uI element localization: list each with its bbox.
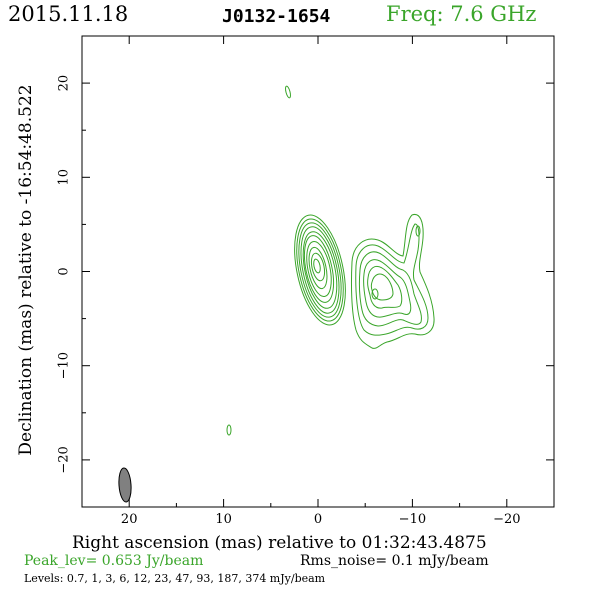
x-tick-label: 0 <box>314 512 322 527</box>
y-tick-label: −20 <box>57 446 72 473</box>
axis-tick-labels: 20 20 10 10 0 0 −10 −10 −20 −20 <box>57 75 521 527</box>
jet-contour-6 <box>370 273 394 301</box>
jet-contour-1 <box>350 213 435 349</box>
x-tick-label: −20 <box>493 512 520 527</box>
jet-tip-contour <box>415 225 421 237</box>
contour-levels: Levels: 0.7, 1, 3, 6, 12, 23, 47, 93, 18… <box>24 572 326 585</box>
core-contour-8 <box>308 246 328 290</box>
x-tick-label: −10 <box>399 512 426 527</box>
isolated-contour-north <box>285 85 291 99</box>
plot-border <box>81 35 555 508</box>
core-contour-6 <box>303 235 335 303</box>
core-contour-1 <box>294 214 346 326</box>
core-contour-10 <box>313 258 321 274</box>
jet-contour-5 <box>367 265 403 309</box>
core-contour-5 <box>302 231 338 309</box>
jet-contour-2 <box>355 223 429 336</box>
jet-knot-contour <box>371 288 379 300</box>
observation-date: 2015.11.18 <box>8 2 129 26</box>
axis-ticks <box>81 35 555 508</box>
x-tick-label: 10 <box>215 512 232 527</box>
x-axis-label: Right ascension (mas) relative to 01:32:… <box>72 533 487 553</box>
core-contour-7 <box>306 241 332 297</box>
contour-map <box>226 85 435 436</box>
y-tick-label: −10 <box>57 352 72 379</box>
y-tick-label: 0 <box>57 267 72 275</box>
frequency-label: Freq: 7.6 GHz <box>386 2 537 26</box>
x-tick-label: 20 <box>121 512 138 527</box>
peak-level: Peak_lev= 0.653 Jy/beam <box>24 553 204 569</box>
jet-contour-4 <box>363 259 412 318</box>
core-contour-2 <box>296 218 344 322</box>
y-tick-label: 20 <box>57 75 72 92</box>
core-contour-3 <box>298 222 342 318</box>
source-name: J0132-1654 <box>222 6 331 27</box>
isolated-contour-south <box>226 424 232 436</box>
core-contour-9 <box>310 252 326 282</box>
rms-noise: Rms_noise= 0.1 mJy/beam <box>300 553 489 569</box>
core-contour-4 <box>300 226 340 314</box>
y-tick-label: 10 <box>57 169 72 186</box>
jet-contour-3 <box>358 251 422 327</box>
beam-ellipse <box>118 467 132 503</box>
plot-frame <box>81 35 555 508</box>
